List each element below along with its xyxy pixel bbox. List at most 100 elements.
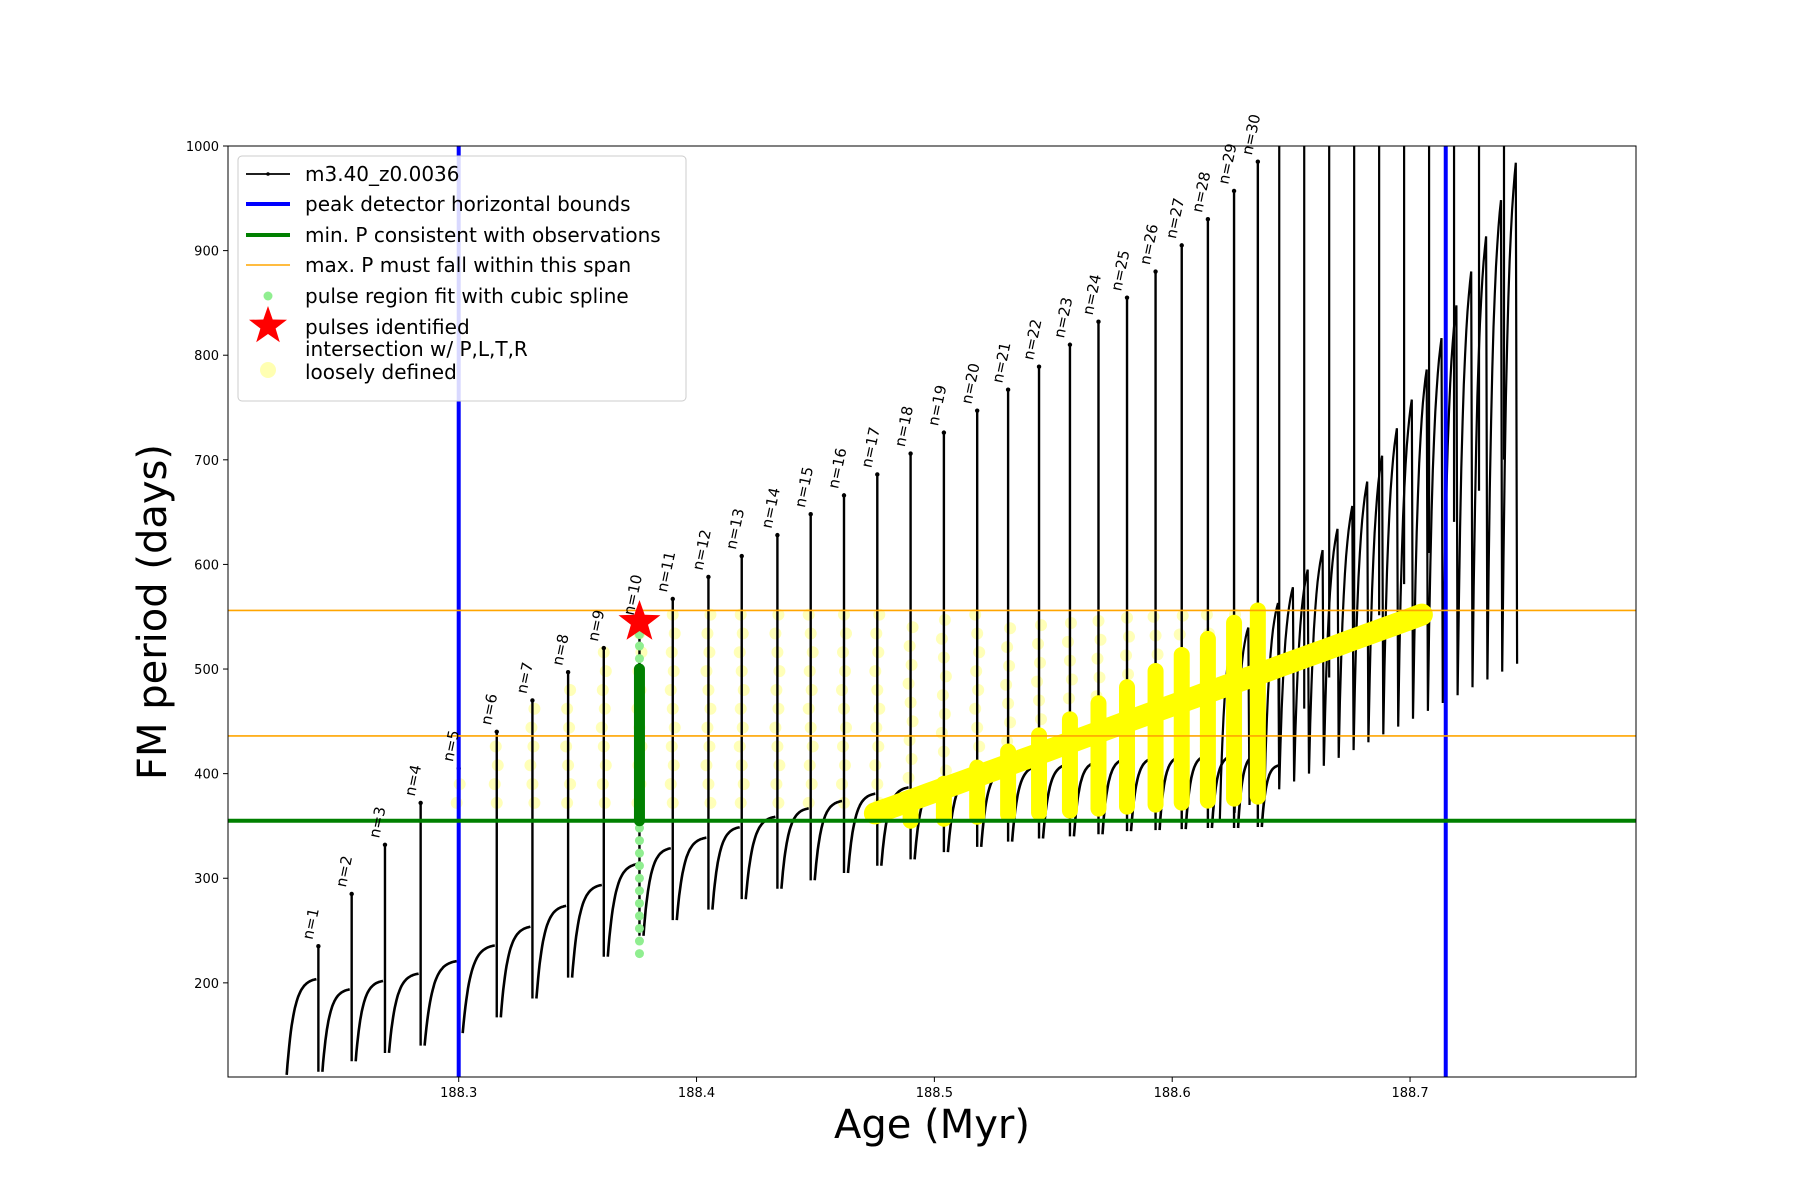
- intersection-marker: [836, 778, 848, 791]
- x-tick-label-0: 188.3: [440, 1086, 477, 1101]
- spline-point: [634, 848, 644, 858]
- legend-handle-star: [249, 306, 287, 343]
- intersection-marker: [769, 721, 782, 734]
- model-curve-arc-12: [711, 825, 741, 910]
- model-curve-arc-2: [354, 979, 384, 1062]
- intersection-marker: [836, 683, 848, 696]
- spline-point: [634, 641, 644, 651]
- model-curve-arc-9: [606, 862, 638, 957]
- model-curve-pulse-peak-26: [1153, 269, 1158, 274]
- model-curve-pulse-peak-16: [841, 493, 847, 498]
- legend-label-6: intersection w/ P,L,T,R loosely defined: [305, 337, 528, 384]
- model-curve-pulse-peak-22: [1036, 364, 1042, 369]
- spline-point: [634, 949, 644, 959]
- legend-label-4: pulse region fit with cubic spline: [305, 284, 629, 308]
- intersection-marker: [840, 627, 852, 640]
- model-curve-pulse-peak-27: [1179, 243, 1184, 248]
- pulse-identified-star: [618, 600, 661, 640]
- intersection-marker: [700, 759, 713, 772]
- intersection-marker: [528, 796, 541, 809]
- intersection-marker: [704, 702, 717, 715]
- intersection-marker: [595, 721, 608, 734]
- model-curve-arc-0: [285, 977, 317, 1075]
- model-curve-pulse-peak-4: [418, 800, 423, 806]
- model-curve-pulse-peak-29: [1231, 188, 1237, 194]
- model-curve-pulse-peak-12: [706, 574, 711, 580]
- intersection-marker: [869, 665, 882, 678]
- y-tick-label-8: 1000: [186, 140, 219, 155]
- model-curve-arc-14: [780, 807, 810, 889]
- y-tick-label-4: 600: [194, 558, 219, 573]
- intersection-marker: [664, 778, 677, 791]
- legend-handle-intersection: [260, 362, 276, 378]
- model-curve-pulse-peak-6: [494, 729, 499, 734]
- intersection-marker: [1061, 635, 1074, 648]
- model-curve-arc-13: [744, 815, 776, 900]
- intersection-band-ridge: [863, 603, 1433, 825]
- intersection-marker: [599, 759, 612, 772]
- intersection-marker: [773, 759, 786, 772]
- axis-ticks-layer: 188.3 188.4 188.5 188.6 188.7 200 300 400 500 600…: [186, 140, 1429, 1101]
- intersection-marker: [668, 721, 681, 734]
- spline-point: [634, 911, 644, 921]
- intersection-marker: [1147, 610, 1160, 623]
- intersection-marker: [806, 646, 819, 659]
- intersection-marker: [869, 759, 882, 772]
- intersection-marker: [733, 740, 746, 753]
- intersection-marker: [969, 702, 982, 715]
- intersection-marker: [737, 683, 750, 696]
- intersection-marker: [773, 665, 786, 678]
- intersection-marker: [902, 771, 915, 784]
- legend-label-5: pulses identified: [305, 315, 470, 339]
- model-curve-arc-16: [846, 792, 876, 874]
- intersection-marker: [528, 702, 541, 715]
- intersection-marker: [1123, 630, 1136, 643]
- intersection-marker: [973, 740, 986, 753]
- model-curve-arc-8: [570, 883, 603, 978]
- y-tick-label-2: 400: [194, 768, 219, 783]
- intersection-marker: [1035, 713, 1048, 726]
- model-curve-arc-7: [535, 904, 567, 999]
- model-curve-pulse-peak-11: [670, 596, 675, 602]
- reference-lines-layer: [228, 146, 1636, 1077]
- model-curve-arc-3: [387, 972, 419, 1054]
- x-tick-label-3: 188.6: [1154, 1086, 1191, 1101]
- x-tick-label-4: 188.7: [1391, 1086, 1428, 1101]
- model-curve-pulse-peak-13: [739, 553, 744, 559]
- intersection-marker: [935, 632, 948, 645]
- y-tick-label-5: 700: [194, 454, 219, 469]
- intersection-marker: [1151, 648, 1164, 661]
- model-curve-arc-10: [642, 846, 672, 936]
- intersection-marker: [1094, 633, 1107, 646]
- intersection-marker: [1004, 716, 1017, 729]
- legend-handle-model-marker: [266, 172, 270, 176]
- model-curve-pulse-peak-21: [1005, 387, 1011, 392]
- model-curve-pulse-peak-2: [349, 891, 354, 897]
- y-tick-label-0: 200: [194, 977, 219, 992]
- intersection-marker: [564, 683, 577, 696]
- legend-label-3: max. P must fall within this span: [305, 253, 631, 277]
- y-tick-label-3: 500: [194, 663, 219, 678]
- x-tick-label-1: 188.4: [678, 1086, 715, 1101]
- intersection-marker: [1173, 628, 1186, 641]
- legend-label-6-line-0: intersection w/ P,L,T,R: [305, 337, 528, 361]
- intersection-marker: [873, 702, 886, 715]
- intersection-band-layer: [863, 602, 1433, 829]
- legend-label-0: m3.40_z0.0036: [305, 162, 460, 186]
- model-curve-pulse-peak-7: [530, 698, 535, 703]
- legend-handle-spline: [263, 291, 273, 301]
- spline-point: [634, 654, 644, 664]
- model-curve-pulse-peak-24: [1096, 319, 1101, 324]
- model-curve-pulse-peak-15: [808, 512, 813, 517]
- intersection-marker: [599, 665, 612, 678]
- model-curve-pulse-peak-23: [1067, 342, 1073, 347]
- model-curve-arc-5: [461, 944, 495, 1034]
- model-curve-arc-4: [423, 959, 457, 1046]
- model-curve-pulse-peak-19: [941, 430, 947, 435]
- identified-pulse-layer: [618, 600, 661, 959]
- intersection-marker: [737, 778, 750, 791]
- y-tick-label-6: 800: [194, 349, 219, 364]
- intersection-marker: [939, 670, 952, 683]
- model-curve-pulse-peak-30: [1255, 159, 1261, 164]
